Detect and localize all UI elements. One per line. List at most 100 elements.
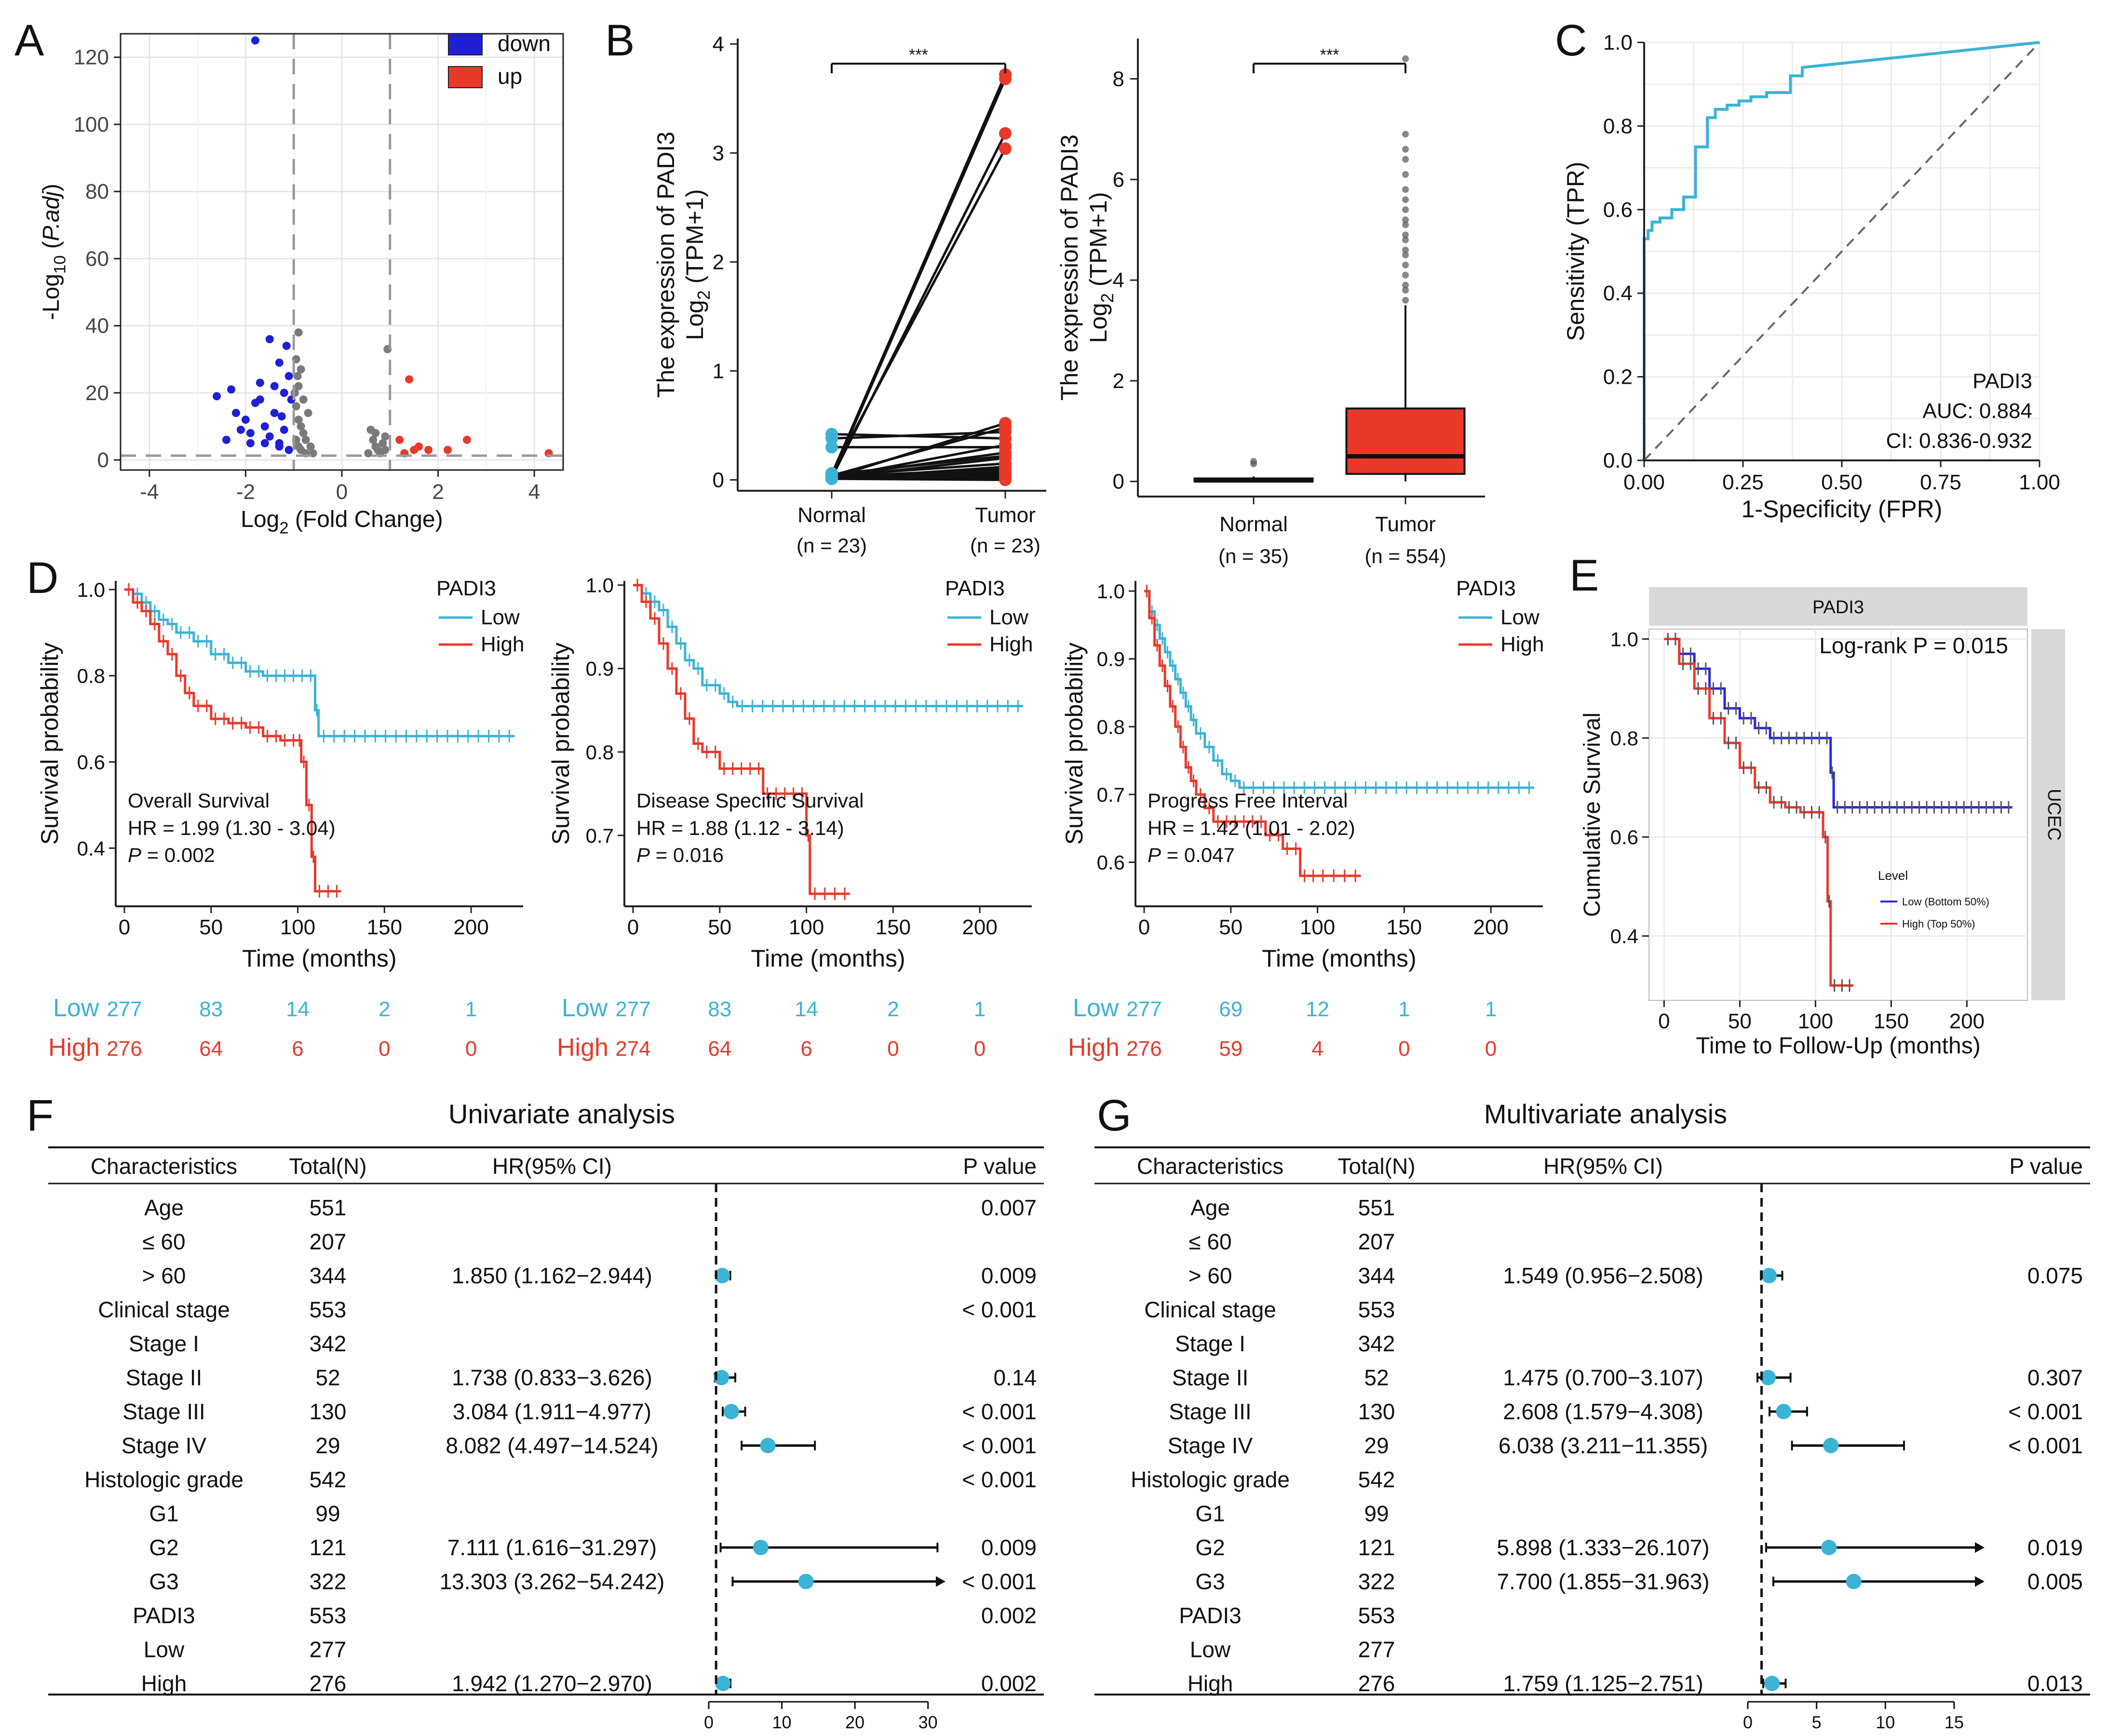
forest-row-label: Stage III <box>1169 1399 1251 1424</box>
forest-row-n: 277 <box>1358 1637 1395 1662</box>
forest-row-hr: 3.084 (1.911−4.977) <box>453 1399 651 1424</box>
box-ytick-label: 0 <box>1113 470 1124 494</box>
paired-line <box>831 477 1006 481</box>
km-ytick-label: 0.4 <box>1610 925 1638 948</box>
forest-estimate-point <box>798 1574 814 1589</box>
volcano-ytick-label: 120 <box>74 46 109 69</box>
box-ylabel-line2-part: Log <box>1085 303 1112 343</box>
volcano-point-down <box>213 392 221 401</box>
volcano-xtick-label: 4 <box>528 480 540 504</box>
roc-curve <box>1643 41 2040 460</box>
forest-row-hr: 1.850 (1.162−2.944) <box>452 1263 652 1288</box>
risk-count-low: 1 <box>974 997 986 1021</box>
km-xtick-label: 50 <box>708 915 731 939</box>
box-category-label: Tumor <box>1375 512 1436 536</box>
forest-row-n: 99 <box>1364 1501 1389 1526</box>
forest-row-label: Stage II <box>126 1365 203 1390</box>
km-annotation-p: P = 0.016 <box>636 844 724 866</box>
volcano-ytick-label: 20 <box>85 381 109 405</box>
km-ytick-label: 1.0 <box>1610 628 1638 651</box>
km-xtick-label: 200 <box>453 915 488 939</box>
forest-row-n: 121 <box>310 1535 347 1560</box>
forest-estimate-point <box>1821 1540 1837 1555</box>
forest-row-n: 130 <box>310 1399 347 1424</box>
volcano-ylabel-part: ( <box>39 241 64 255</box>
forest-xtick-label: 10 <box>772 1712 792 1732</box>
forest-row-n: 542 <box>1358 1467 1395 1492</box>
forest-row-label: Stage IV <box>122 1433 207 1458</box>
volcano-point-down <box>277 412 286 421</box>
paired-category-label: Normal <box>797 503 866 527</box>
forest-row-hr: 7.111 (1.616−31.297) <box>447 1535 657 1560</box>
forest-row-label: > 60 <box>142 1263 186 1288</box>
risk-row-label-high: High <box>1068 1034 1120 1062</box>
forest-row-n: 29 <box>315 1433 340 1458</box>
km-legend-label: Low <box>989 606 1028 629</box>
volcano-ytick-label: 80 <box>85 180 109 203</box>
km-legend-label: High (Top 50%) <box>1902 918 1975 930</box>
box-n-label: (n = 554) <box>1364 545 1446 567</box>
forest-row-hr: 5.898 (1.333−26.107) <box>1497 1535 1709 1560</box>
box-ylabel-line2: Log2 (TPM+1) <box>1085 192 1117 343</box>
km-curve-low <box>1144 590 1534 789</box>
box-category-label: Normal <box>1219 512 1288 536</box>
volcano-legend-label-down: down <box>498 31 551 56</box>
km-ytick-label: 0.8 <box>1097 715 1125 738</box>
forest-title: Multivariate analysis <box>1484 1099 1727 1129</box>
roc-ylabel: Sensitivity (TPR) <box>1562 161 1589 341</box>
forest-row-p: 0.007 <box>981 1195 1037 1220</box>
box-outlier <box>1402 131 1409 138</box>
volcano-point-down <box>280 389 288 397</box>
roc-xtick-label: 0.50 <box>1821 471 1863 494</box>
forest-row-label: Clinical stage <box>98 1297 230 1322</box>
risk-count-high: 6 <box>800 1037 812 1061</box>
box-ylabel-line2-part: (TPM+1) <box>1085 192 1112 293</box>
km-xtick-label: 150 <box>367 915 402 939</box>
box-outlier <box>1402 271 1409 279</box>
km-xtick-label: 150 <box>1387 915 1422 939</box>
km-xtick-label: 200 <box>1949 1009 1985 1033</box>
paired-ylabel-line2: Log2 (TPM+1) <box>681 189 714 340</box>
km-legend-label: Low <box>481 606 520 629</box>
forest-row-p: 0.002 <box>981 1671 1037 1696</box>
volcano-legend-key-up <box>448 66 483 88</box>
forest-row-label: G1 <box>149 1501 178 1526</box>
km-xtick-label: 0 <box>627 915 639 939</box>
risk-count-high: 64 <box>708 1037 731 1061</box>
forest-estimate-point <box>1760 1370 1776 1386</box>
forest-row-p: 0.307 <box>2027 1365 2083 1390</box>
forest-row-n: 553 <box>1358 1297 1395 1322</box>
km-xlabel: Time (months) <box>751 945 905 972</box>
forest-header-total: Total(N) <box>1337 1154 1415 1179</box>
roc-annotation: AUC: 0.884 <box>1923 399 2032 423</box>
forest-row-n: 553 <box>310 1297 347 1322</box>
risk-row-label-low: Low <box>1073 994 1119 1022</box>
forest-row-n: 207 <box>310 1229 347 1254</box>
volcano-xlabel: Log2 (Fold Change) <box>241 507 443 537</box>
km-xtick-label: 150 <box>876 915 911 939</box>
forest-row-label: High <box>1188 1671 1233 1696</box>
paired-point-normal <box>825 428 838 441</box>
volcano-point-ns <box>293 372 302 380</box>
paired-n-label: (n = 23) <box>970 534 1040 557</box>
volcano-point-ns <box>297 422 305 431</box>
km-curve-low <box>1664 638 2012 809</box>
box-significance: *** <box>1320 46 1339 64</box>
box-body <box>1345 407 1466 475</box>
risk-row-label-high: High <box>557 1034 608 1062</box>
volcano-point-down <box>265 432 274 441</box>
volcano-point-down <box>246 439 255 447</box>
km-ytick-label: 0.7 <box>586 824 614 847</box>
volcano-ytick-label: 100 <box>74 113 109 136</box>
forest-row-label: Low <box>1190 1637 1231 1662</box>
forest-row-label: G1 <box>1195 1501 1225 1526</box>
volcano-point-down <box>284 372 293 380</box>
forest-estimate-point <box>715 1676 731 1691</box>
km-xtick-label: 100 <box>1300 915 1335 939</box>
paired-ytick-label: 2 <box>713 250 724 274</box>
risk-count-high: 6 <box>292 1037 303 1061</box>
km-xtick-label: 50 <box>1219 915 1243 939</box>
forest-row-p: < 0.001 <box>962 1569 1037 1594</box>
km-p-symbol: P <box>1148 844 1161 866</box>
forest-row-n: 551 <box>1358 1195 1395 1220</box>
